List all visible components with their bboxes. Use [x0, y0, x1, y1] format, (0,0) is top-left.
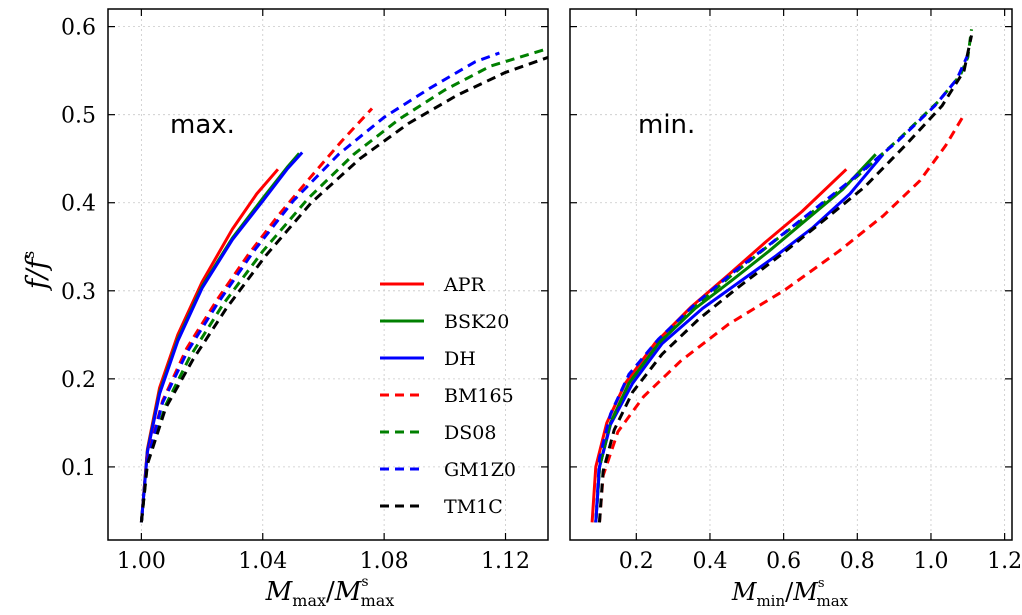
- legend: APR BSK20 DH BM165 DS08 GM1Z0 TM1C: [380, 274, 516, 518]
- x-tick-label: 1.00: [117, 549, 166, 574]
- x-tick-label: 1.04: [238, 549, 287, 574]
- x-tick-label: 0.4: [692, 549, 727, 574]
- svg-text:f/fs: f/fs: [19, 251, 53, 291]
- series-line-apr: [590, 168, 848, 523]
- legend-label-bsk20: BSK20: [444, 311, 509, 333]
- x-tick-label: 1.12: [481, 549, 530, 574]
- plot-frame: [569, 8, 1013, 541]
- series-line-gm1z0: [594, 54, 970, 523]
- y-axis-label: f/fs: [19, 251, 53, 291]
- series-line-tm1c: [598, 35, 973, 523]
- legend-label-tm1c: TM1C: [444, 496, 503, 518]
- plot-frame: [107, 8, 549, 541]
- series-line-gm1z0: [139, 51, 500, 523]
- panel-label: min.: [638, 110, 695, 140]
- x-tick-label: 0.8: [840, 549, 875, 574]
- series-line-dh: [594, 153, 885, 523]
- series-line-dh: [139, 151, 304, 523]
- legend-label-dh: DH: [444, 348, 476, 370]
- y-tick-label: 0.2: [61, 368, 96, 393]
- series-group: [590, 29, 973, 523]
- y-tick-label: 0.3: [61, 280, 96, 305]
- x-tick-label: 1.08: [360, 549, 409, 574]
- legend-label-gm1z0: GM1Z0: [444, 459, 516, 481]
- series-line-bm165: [598, 113, 966, 523]
- series-line-bsk20: [139, 152, 301, 523]
- legend-label-bm165: BM165: [444, 385, 514, 407]
- x-tick-label: 0.2: [619, 549, 654, 574]
- series-group: [139, 47, 548, 523]
- series-line-tm1c: [139, 55, 548, 523]
- series-line-apr: [139, 168, 280, 523]
- y-tick-label: 0.4: [61, 192, 96, 217]
- y-tick-label: 0.1: [61, 456, 96, 481]
- panel-1: 1.00 1.04 1.08 1.12 0.1 0.2 0.3 0.4 0.5 0.6 max.: [61, 8, 549, 574]
- legend-label-apr: APR: [443, 274, 486, 296]
- panel-label: max.: [170, 110, 235, 140]
- x-tick-label: 0.6: [766, 549, 801, 574]
- y-tick-label: 0.5: [61, 104, 96, 129]
- x-axis-label-right: Mmin/Ms max: [731, 576, 849, 610]
- panel-2: 0.2 0.4 0.6 0.8 1.0 1.2 min.: [569, 8, 1022, 574]
- x-tick-label: 1.0: [913, 549, 948, 574]
- legend-label-ds08: DS08: [444, 422, 496, 444]
- x-tick-label: 1.2: [987, 549, 1022, 574]
- y-tick-label: 0.6: [61, 16, 96, 41]
- x-axis-label-left: Mmax/Ms max: [265, 574, 395, 610]
